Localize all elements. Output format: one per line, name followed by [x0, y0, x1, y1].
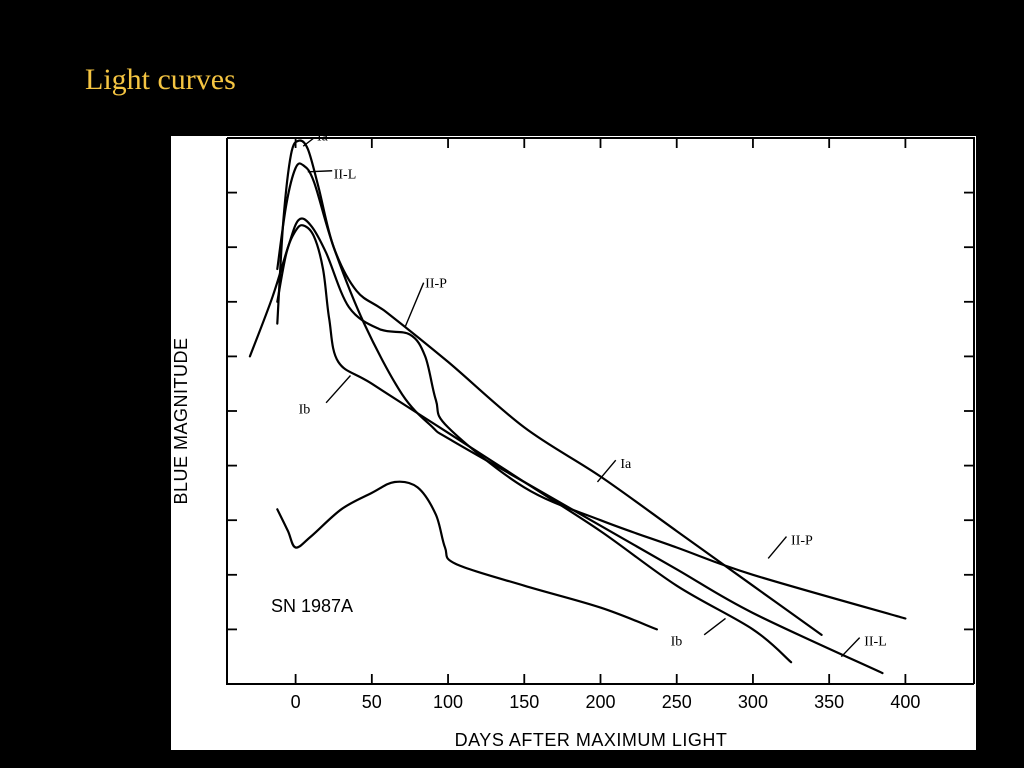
label-ia-peak-leader	[302, 137, 315, 147]
curve-ii-p	[248, 217, 907, 620]
axis-lines	[226, 138, 974, 685]
x-tick-label: 150	[509, 692, 539, 712]
y-axis-label: BLUE MAGNITUDE	[171, 337, 191, 504]
curve-ib	[276, 224, 793, 664]
label-ib-tail-leader	[703, 617, 726, 636]
light-curve-figure: 0 50 100 150 200 250 300 350 400 Ia II-L II-P Ib Ia I…	[171, 136, 976, 750]
label-iil-peak-leader	[307, 170, 333, 173]
curve-ii-l	[276, 162, 884, 675]
x-axis-label: DAYS AFTER MAXIMUM LIGHT	[455, 730, 728, 750]
curve-ia	[276, 139, 823, 636]
x-tick-label: 350	[814, 692, 844, 712]
curve-sn-1987a	[276, 480, 658, 631]
label-iip-tail-leader	[767, 536, 788, 559]
light-curve-chart: 0 50 100 150 200 250 300 350 400 IaII-LII-PIbIaI…	[171, 136, 975, 750]
x-tick-label: 0	[291, 692, 301, 712]
label-iip-plateau: II-P	[425, 277, 447, 292]
x-tick-label: 200	[585, 692, 615, 712]
x-tick-label: 300	[738, 692, 768, 712]
x-tick-label: 50	[362, 692, 382, 712]
x-tick-label: 100	[433, 692, 463, 712]
label-leaders	[302, 137, 861, 658]
x-tick-label: 250	[662, 692, 692, 712]
x-tick-label: 400	[890, 692, 920, 712]
label-ia-peak: Ia	[317, 136, 329, 144]
label-ib-early-leader	[325, 375, 352, 404]
curves	[248, 139, 907, 675]
label-iil-tail: II-L	[864, 634, 887, 649]
label-iil-peak: II-L	[334, 167, 357, 182]
curve-labels: Ia II-L II-P Ib Ia II-P Ib II-L	[299, 136, 887, 649]
label-iip-tail: II-P	[791, 533, 813, 548]
sn1987a-annotation: SN 1987A	[271, 596, 353, 616]
axis-ticks: 0 50 100 150 200 250 300 350 400	[227, 138, 974, 712]
label-ib-tail: Ib	[671, 634, 683, 649]
plot-frame	[226, 137, 975, 685]
label-iil-tail-leader	[840, 637, 861, 658]
label-ia-tail-leader	[596, 459, 617, 483]
plot-border	[227, 137, 975, 684]
label-iip-plateau-leader	[404, 282, 425, 327]
label-ia-tail: Ia	[620, 457, 632, 472]
label-ib-early: Ib	[299, 402, 311, 417]
slide-title: Light curves	[85, 63, 236, 96]
